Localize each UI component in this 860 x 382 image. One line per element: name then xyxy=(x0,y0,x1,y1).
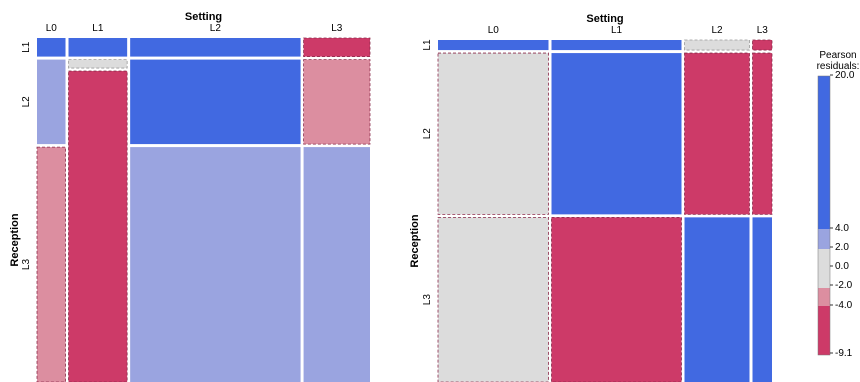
legend-swatch xyxy=(818,76,830,229)
mosaic-cell-L3-L2 xyxy=(130,147,301,382)
legend-swatch xyxy=(818,288,830,306)
legend-tick-label: 20.0 xyxy=(835,70,855,81)
mosaic-cell-L1-L1 xyxy=(551,40,682,51)
y-tick-label: L2 xyxy=(21,96,32,108)
x-tick-label: L0 xyxy=(46,23,58,34)
y-tick-label: L1 xyxy=(422,39,433,51)
mosaic-cell-L2-L3 xyxy=(303,59,371,145)
legend-tick-label: 4.0 xyxy=(835,223,849,234)
mosaic-cell-L3-L1 xyxy=(551,216,682,382)
mosaic-cell-L2-L1 xyxy=(551,53,682,215)
x-tick-label: L3 xyxy=(331,23,343,34)
mosaic-cell-L2-L2 xyxy=(684,52,750,215)
mosaic-cell-L2-L1 xyxy=(68,59,128,69)
mosaic-cell-L3-L3 xyxy=(303,147,370,382)
x-axis-title: Setting xyxy=(185,11,222,23)
legend-swatch xyxy=(818,306,830,355)
x-tick-label: L0 xyxy=(488,25,500,36)
x-axis-title: Setting xyxy=(586,13,623,25)
mosaic-cell-L3-L0 xyxy=(437,216,549,382)
mosaic-cell-L1-L3 xyxy=(303,37,371,57)
mosaic-cell-L2-L3 xyxy=(752,52,773,215)
y-axis-title: Reception xyxy=(409,214,421,267)
y-tick-label: L3 xyxy=(21,259,32,271)
legend-tick-label: 2.0 xyxy=(835,242,849,253)
legend-tick-label: 0.0 xyxy=(835,261,849,272)
x-tick-label: L1 xyxy=(92,23,104,34)
x-tick-label: L1 xyxy=(611,25,623,36)
legend-swatch xyxy=(818,229,830,249)
mosaic-cell-L1-L0 xyxy=(438,40,549,51)
x-tick-label: L2 xyxy=(711,25,723,36)
y-tick-label: L3 xyxy=(422,294,433,306)
y-tick-label: L1 xyxy=(21,41,32,53)
mosaic-cell-L2-L0 xyxy=(437,52,549,215)
mosaic-cell-L3-L2 xyxy=(684,217,750,382)
mosaic-cell-L3-L1 xyxy=(68,70,128,382)
y-axis-title: Reception xyxy=(9,213,21,266)
legend-tick-label: -2.0 xyxy=(835,280,853,291)
legend-tick-label: -4.0 xyxy=(835,300,853,311)
mosaic-cell-L1-L2 xyxy=(130,38,301,57)
mosaic-cell-L1-L3 xyxy=(752,39,773,51)
legend-tick-label: -9.1 xyxy=(835,348,853,359)
x-tick-label: L2 xyxy=(210,23,222,34)
y-tick-label: L2 xyxy=(422,128,433,140)
x-tick-label: L3 xyxy=(757,25,769,36)
mosaic-cell-L3-L3 xyxy=(752,217,772,382)
legend-title: Pearson xyxy=(819,50,856,61)
mosaic-cell-L1-L2 xyxy=(684,39,750,51)
mosaic-cell-L2-L2 xyxy=(130,59,301,145)
mosaic-cell-L1-L1 xyxy=(68,38,128,57)
mosaic-cell-L1-L0 xyxy=(37,38,66,57)
mosaic-cell-L2-L0 xyxy=(37,59,66,145)
legend-subtitle: residuals: xyxy=(817,61,860,72)
legend-swatch xyxy=(818,249,830,288)
legend-border xyxy=(817,75,831,356)
mosaic-cell-L3-L0 xyxy=(36,146,66,382)
